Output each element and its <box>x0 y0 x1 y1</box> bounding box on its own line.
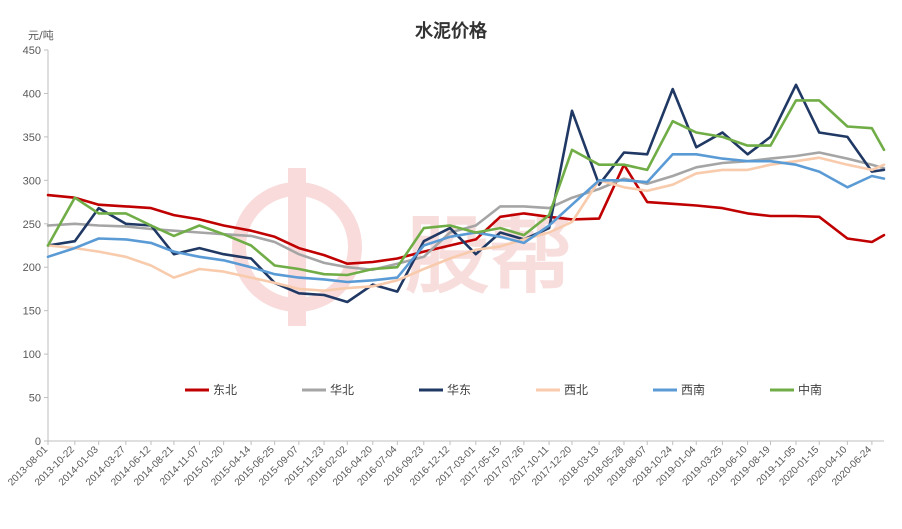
watermark-text: 股帮 <box>405 207 573 305</box>
y-axis-unit: 元/吨 <box>28 29 54 42</box>
y-tick-label: 0 <box>35 436 41 448</box>
y-tick-label: 300 <box>23 175 41 187</box>
y-tick-label: 250 <box>23 219 41 231</box>
chart-title: 水泥价格 <box>415 20 488 42</box>
series-line-3 <box>46 83 886 304</box>
y-tick-label: 400 <box>23 88 41 100</box>
legend: 东北 华北 华东 西北 西南 中南 <box>185 382 822 397</box>
legend-label: 西南 <box>681 382 705 397</box>
series-line-6 <box>46 99 886 277</box>
legend-label: 东北 <box>213 383 237 397</box>
legend-label: 中南 <box>798 382 822 397</box>
series-line-4 <box>46 156 886 293</box>
series-line-1 <box>46 163 886 266</box>
series-lines <box>46 83 886 304</box>
y-axis-ticks: 0 50 100 150 200 250 300 350 400 450 <box>23 45 48 448</box>
y-tick-label: 50 <box>29 393 41 405</box>
legend-label: 华北 <box>330 383 354 397</box>
y-tick-label: 100 <box>23 349 41 361</box>
y-tick-label: 350 <box>23 132 41 144</box>
y-tick-label: 150 <box>23 306 41 318</box>
legend-label: 西北 <box>564 383 588 397</box>
legend-label: 华东 <box>447 383 471 397</box>
y-tick-label: 450 <box>23 45 41 57</box>
x-axis-ticks: 2013-08-012013-10-222014-01-032014-03-27… <box>6 441 874 488</box>
y-tick-label: 200 <box>23 262 41 274</box>
